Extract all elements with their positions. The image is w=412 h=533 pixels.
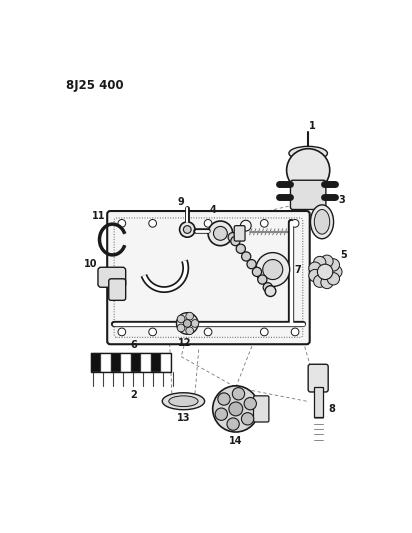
Circle shape: [252, 267, 262, 277]
Circle shape: [149, 328, 157, 336]
Circle shape: [327, 272, 339, 285]
Text: 5: 5: [340, 250, 347, 260]
Circle shape: [228, 232, 237, 242]
Circle shape: [309, 269, 321, 282]
Circle shape: [236, 244, 246, 253]
Circle shape: [213, 386, 259, 432]
Circle shape: [321, 255, 333, 268]
Ellipse shape: [314, 209, 330, 234]
Text: 3: 3: [338, 195, 345, 205]
Ellipse shape: [289, 147, 328, 160]
Circle shape: [330, 265, 342, 278]
Circle shape: [263, 260, 283, 280]
Circle shape: [176, 313, 198, 334]
FancyBboxPatch shape: [308, 364, 328, 392]
Circle shape: [327, 259, 339, 271]
Bar: [141, 353, 151, 372]
Text: 4: 4: [209, 205, 216, 215]
Circle shape: [309, 262, 321, 274]
Bar: [151, 353, 161, 372]
Circle shape: [260, 220, 268, 227]
Circle shape: [204, 328, 212, 336]
Text: 1: 1: [309, 120, 316, 131]
Circle shape: [218, 393, 230, 405]
Ellipse shape: [162, 393, 205, 410]
Circle shape: [229, 402, 243, 416]
Circle shape: [241, 413, 254, 425]
Circle shape: [149, 220, 157, 227]
Bar: [91, 353, 101, 372]
Circle shape: [183, 225, 191, 233]
Circle shape: [291, 220, 299, 227]
Circle shape: [263, 282, 272, 292]
Circle shape: [183, 320, 191, 327]
Bar: [91, 353, 171, 372]
Circle shape: [227, 418, 239, 430]
Circle shape: [204, 220, 212, 227]
Bar: [131, 353, 141, 372]
Circle shape: [186, 312, 194, 320]
FancyBboxPatch shape: [234, 225, 245, 241]
Circle shape: [291, 328, 299, 336]
Circle shape: [256, 253, 290, 287]
Text: 12: 12: [178, 338, 191, 349]
Text: 10: 10: [84, 259, 98, 269]
Circle shape: [265, 286, 276, 296]
Circle shape: [314, 275, 326, 287]
FancyBboxPatch shape: [98, 267, 126, 287]
Circle shape: [186, 327, 194, 335]
Text: 14: 14: [229, 436, 243, 446]
Text: 11: 11: [92, 212, 105, 221]
Circle shape: [118, 328, 126, 336]
Circle shape: [118, 220, 126, 227]
Circle shape: [177, 324, 185, 332]
Circle shape: [260, 328, 268, 336]
Bar: [101, 353, 111, 372]
Ellipse shape: [169, 396, 198, 407]
Circle shape: [258, 275, 267, 284]
Text: 9: 9: [178, 197, 185, 207]
Circle shape: [232, 387, 245, 400]
Circle shape: [177, 315, 185, 323]
Ellipse shape: [311, 205, 334, 239]
Circle shape: [241, 252, 251, 261]
Text: 7: 7: [294, 264, 301, 274]
Circle shape: [247, 260, 256, 269]
Bar: [161, 353, 171, 372]
Circle shape: [244, 398, 256, 410]
Text: 13: 13: [177, 413, 190, 423]
Circle shape: [215, 408, 227, 421]
Circle shape: [317, 264, 333, 280]
Circle shape: [191, 320, 199, 327]
Circle shape: [287, 149, 330, 192]
Text: 8: 8: [329, 404, 335, 414]
Bar: [314, 387, 323, 417]
FancyBboxPatch shape: [290, 180, 326, 209]
FancyBboxPatch shape: [109, 279, 126, 301]
Text: 6: 6: [130, 340, 137, 350]
Bar: [111, 353, 121, 372]
Bar: [121, 353, 131, 372]
FancyBboxPatch shape: [107, 211, 310, 344]
FancyBboxPatch shape: [253, 396, 269, 422]
Text: 2: 2: [130, 390, 137, 400]
Circle shape: [208, 221, 233, 246]
Circle shape: [314, 256, 326, 269]
Circle shape: [213, 227, 227, 240]
Circle shape: [231, 237, 240, 246]
Circle shape: [180, 222, 195, 237]
Text: 8J25 400: 8J25 400: [66, 79, 124, 92]
Circle shape: [321, 276, 333, 289]
